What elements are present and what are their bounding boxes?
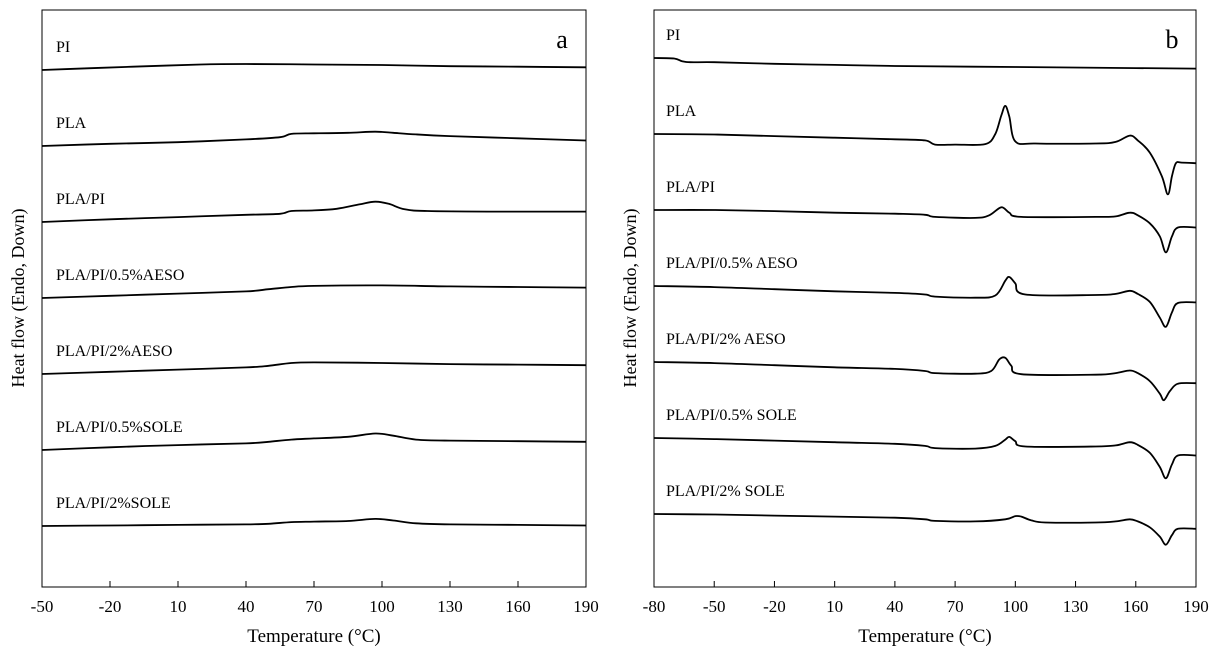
x-tick-label: 190 bbox=[1183, 597, 1209, 616]
series-line bbox=[653, 57, 1197, 70]
series-label: PLA bbox=[666, 103, 697, 120]
series-line bbox=[653, 206, 1197, 254]
series-group-b: PI PLA PLA/PI PLA/PI/0.5% AESO PLA/PI/2% AES… bbox=[653, 27, 1197, 546]
x-axis-label-b: Temperature (°C) bbox=[858, 626, 991, 646]
x-tick-label: -50 bbox=[703, 597, 726, 616]
x-axis-b: -80 -50 -20 10 40 70 100 130 160 190 bbox=[643, 581, 1209, 616]
panel-a: a -50 -20 10 40 70 100 130 160 190 PI PLA PLA/PI PL… bbox=[8, 9, 599, 646]
x-tick-label: 130 bbox=[1063, 597, 1089, 616]
series-line bbox=[653, 275, 1197, 328]
series-line bbox=[41, 361, 587, 375]
series-line bbox=[653, 356, 1197, 402]
x-axis-label-a: Temperature (°C) bbox=[247, 626, 380, 646]
series-label: PI bbox=[56, 39, 70, 56]
series-label: PLA/PI/0.5%SOLE bbox=[56, 419, 183, 436]
x-tick-label: 100 bbox=[1003, 597, 1029, 616]
series-label: PLA/PI/2% AESO bbox=[666, 331, 786, 348]
x-tick-label: -80 bbox=[643, 597, 666, 616]
series-label: PLA/PI bbox=[56, 191, 105, 208]
y-axis-label-b: Heat flow (Endo, Down) bbox=[620, 209, 641, 388]
series-line bbox=[41, 432, 587, 451]
series-line bbox=[41, 284, 587, 299]
series-line bbox=[653, 513, 1197, 546]
series-label: PLA/PI/2%SOLE bbox=[56, 495, 171, 512]
series-label: PI bbox=[666, 27, 680, 44]
series-line bbox=[653, 435, 1197, 480]
x-tick-label: -20 bbox=[763, 597, 786, 616]
series-label: PLA/PI/0.5% AESO bbox=[666, 255, 798, 272]
x-tick-label: 160 bbox=[505, 597, 531, 616]
x-tick-label: 190 bbox=[573, 597, 599, 616]
x-tick-label: 70 bbox=[947, 597, 964, 616]
series-line bbox=[41, 517, 587, 527]
series-label: PLA/PI/0.5% SOLE bbox=[666, 407, 797, 424]
x-axis-a: -50 -20 10 40 70 100 130 160 190 bbox=[31, 581, 599, 616]
series-label: PLA/PI bbox=[666, 179, 715, 196]
x-tick-label: -50 bbox=[31, 597, 54, 616]
panel-label-a: a bbox=[556, 25, 568, 54]
x-tick-label: 100 bbox=[369, 597, 395, 616]
y-axis-label-a: Heat flow (Endo, Down) bbox=[8, 209, 29, 388]
x-tick-label: 160 bbox=[1123, 597, 1149, 616]
series-label: PLA/PI/2%AESO bbox=[56, 343, 172, 360]
plot-frame-b bbox=[653, 9, 1197, 588]
series-label: PLA bbox=[56, 115, 87, 132]
series-line bbox=[653, 105, 1197, 196]
series-group-a: PI PLA PLA/PI PLA/PI/0.5%AESO PLA/PI/2%AESO P… bbox=[41, 39, 587, 527]
x-tick-label: 40 bbox=[886, 597, 903, 616]
series-label: PLA/PI/0.5%AESO bbox=[56, 267, 184, 284]
x-tick-label: -20 bbox=[99, 597, 122, 616]
x-tick-label: 70 bbox=[306, 597, 323, 616]
x-tick-label: 10 bbox=[170, 597, 187, 616]
series-line bbox=[41, 130, 587, 147]
series-line bbox=[41, 200, 586, 223]
x-tick-label: 130 bbox=[437, 597, 463, 616]
x-tick-label: 40 bbox=[238, 597, 255, 616]
x-tick-label: 10 bbox=[826, 597, 843, 616]
series-label: PLA/PI/2% SOLE bbox=[666, 483, 785, 500]
panel-label-b: b bbox=[1166, 25, 1179, 54]
series-line bbox=[41, 63, 587, 71]
panel-b: b -80 -50 -20 10 40 70 100 130 160 190 PI PLA PLA/P… bbox=[620, 9, 1209, 646]
